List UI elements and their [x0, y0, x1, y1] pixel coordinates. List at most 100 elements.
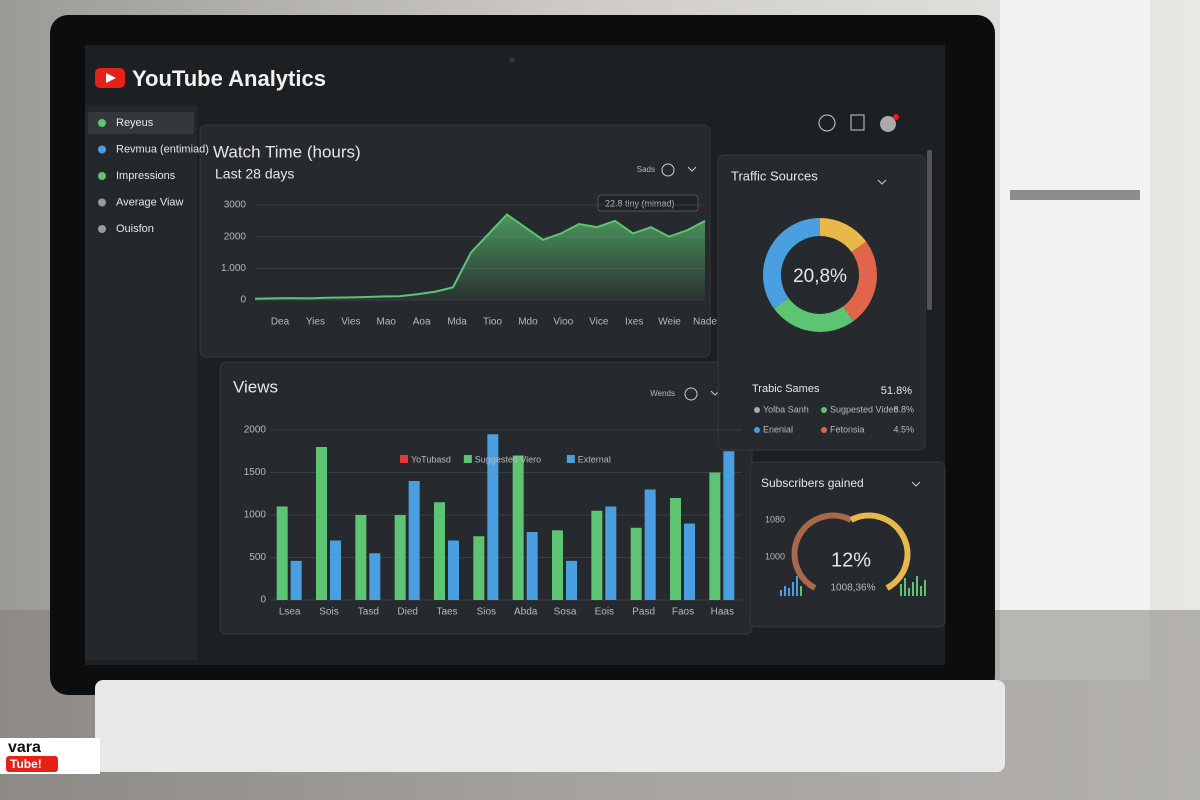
window: [1000, 0, 1150, 680]
legend-dot: [821, 407, 827, 413]
bar: [630, 527, 642, 600]
panel-title: Traffic Sources: [731, 168, 818, 183]
sidebar-item[interactable]: Average Viaw: [116, 196, 184, 208]
x-tick-label: Tasd: [358, 607, 379, 618]
x-tick-label: Mao: [377, 317, 397, 328]
bar: [487, 434, 499, 600]
dropdown[interactable]: [911, 481, 921, 487]
tooltip: [597, 194, 699, 212]
sidebar-dot: [98, 145, 106, 154]
legend-value: 8.8%: [893, 404, 914, 414]
watermark: Tube!: [10, 757, 42, 771]
scrollbar[interactable]: [927, 150, 932, 310]
area: [255, 214, 705, 300]
mini-bars: [780, 576, 926, 596]
bar: [605, 506, 617, 600]
sidebar-dot: [98, 225, 106, 233]
bar: [276, 506, 288, 600]
bar: [591, 510, 603, 600]
tooltip-text: 22.8 tiny (mimad): [605, 198, 675, 208]
donut-segment: [842, 241, 877, 322]
menu-label[interactable]: Wends: [650, 389, 675, 398]
x-tick-label: Tioo: [483, 317, 503, 328]
icon-doc[interactable]: [850, 114, 865, 131]
sidebar-item[interactable]: Impressions: [116, 170, 176, 182]
x-tick-label: Died: [397, 607, 418, 618]
donut-segment: [763, 218, 821, 309]
x-tick-label: Haas: [711, 607, 734, 618]
icon-clock[interactable]: [661, 163, 675, 177]
y-tick-label: 2000: [244, 425, 267, 436]
x-tick-label: Sosa: [554, 607, 577, 618]
bar: [512, 455, 524, 600]
monitor-chin: [95, 680, 1005, 772]
bar: [723, 451, 735, 600]
icon-clock[interactable]: [684, 387, 698, 401]
subscribers-panel: [749, 461, 946, 628]
gauge-value: 12%: [831, 549, 871, 571]
legend-label: Sugpested Video: [830, 404, 898, 414]
dropdown[interactable]: [687, 166, 697, 172]
bar: [434, 502, 445, 600]
y-tick-label: 1500: [244, 467, 267, 478]
x-tick-label: Vies: [341, 317, 360, 328]
legend-label: Suggested Viero: [475, 454, 541, 464]
x-tick-label: Mdo: [518, 317, 538, 328]
y-tick-label: 1.000: [221, 263, 246, 274]
y-tick-label: 3000: [224, 200, 247, 211]
window-frame: [1010, 190, 1140, 200]
y-tick-label: 2000: [224, 231, 247, 242]
sidebar-active: [88, 112, 194, 134]
bar: [684, 523, 695, 600]
x-tick-label: Eois: [595, 607, 614, 618]
tick-label: 1080: [765, 514, 785, 524]
sidebar-item[interactable]: Ouisfon: [116, 223, 154, 235]
camera: [509, 57, 515, 63]
icon-user[interactable]: [818, 114, 836, 132]
legend-label: Fetonsia: [830, 424, 865, 434]
tick-label: 1000: [765, 551, 785, 561]
legend-label: External: [578, 454, 611, 464]
x-tick-label: Mda: [447, 317, 467, 328]
legend-swatch: [566, 455, 575, 463]
x-tick-label: Abda: [514, 607, 538, 618]
legend-value: 51.8%: [881, 385, 912, 397]
x-tick-label: Taes: [436, 607, 457, 618]
panel-title: Watch Time (hours): [213, 142, 361, 161]
x-tick-label: Lsea: [279, 607, 301, 618]
legend-dot: [754, 407, 760, 413]
bar: [566, 560, 577, 600]
legend-value: 4.5%: [893, 424, 914, 434]
bar: [709, 472, 721, 600]
x-tick-label: Vioo: [553, 317, 573, 328]
legend-swatch: [463, 455, 472, 463]
legend-label: Enenial: [763, 424, 793, 434]
panel-title: Subscribers gained: [761, 476, 864, 490]
bar: [369, 553, 381, 600]
sidebar-dot: [98, 119, 106, 127]
gauge-arc: [791, 512, 853, 591]
bar: [330, 540, 341, 600]
sidebar-item[interactable]: Reyeus: [116, 117, 154, 129]
avatar[interactable]: [880, 116, 896, 132]
bar: [670, 498, 681, 600]
sidebar-item[interactable]: Revmua (entimiad): [116, 143, 209, 155]
legend-title: Trabic Sames: [752, 383, 820, 395]
dropdown[interactable]: [877, 179, 887, 185]
bar: [394, 515, 406, 600]
y-tick-label: 0: [240, 295, 246, 306]
x-tick-label: Sois: [319, 607, 338, 618]
gauge-sub: 1008,36%: [830, 583, 875, 594]
watermark-badge: [6, 756, 58, 772]
x-tick-label: Nade: [693, 317, 717, 328]
x-tick-label: Ixes: [625, 317, 643, 328]
traffic-panel: [717, 154, 926, 451]
legend-label: YoTubasd: [411, 454, 451, 464]
panel-title: Views: [233, 377, 278, 396]
bar: [644, 489, 656, 600]
legend-dot: [821, 427, 827, 433]
x-tick-label: Sios: [477, 607, 496, 618]
legend-label: Yolba Sanh: [763, 404, 809, 414]
menu-label[interactable]: Sads: [637, 165, 655, 174]
legend-swatch: [400, 455, 408, 463]
